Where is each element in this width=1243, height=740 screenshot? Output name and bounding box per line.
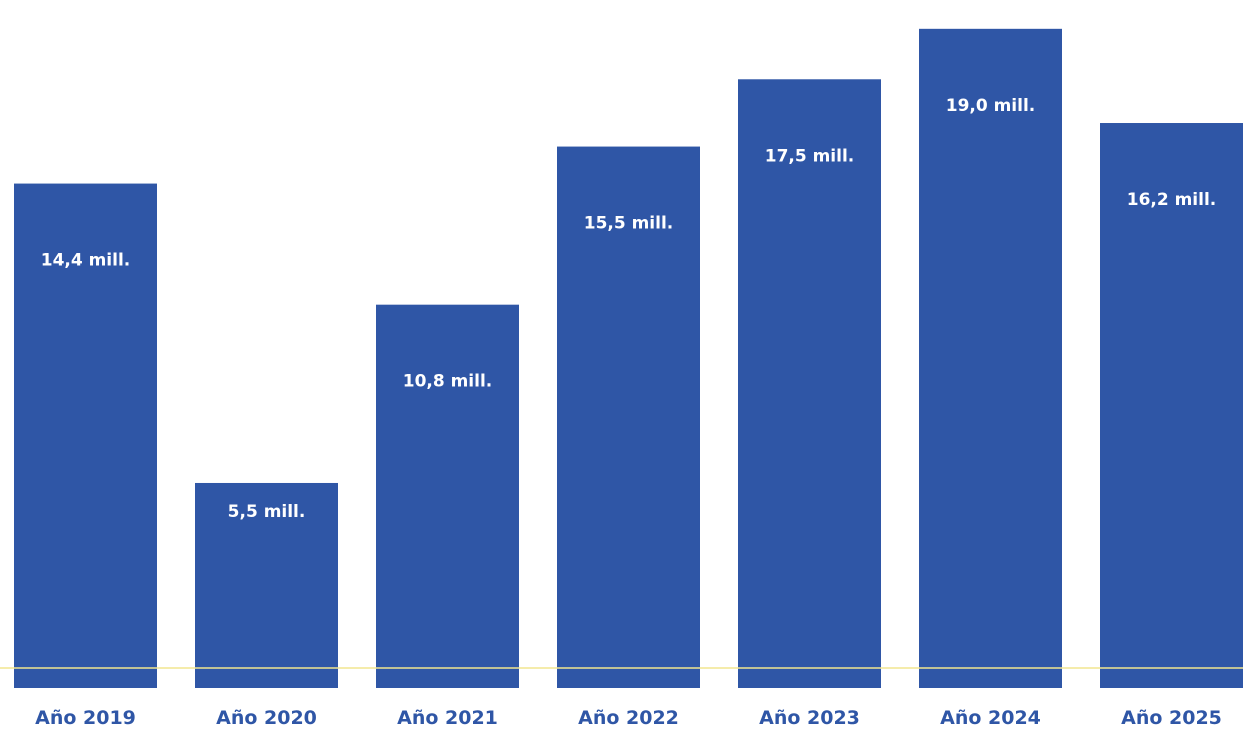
bar-2 bbox=[195, 482, 338, 688]
bar-value-label: 16,2 mill. bbox=[1127, 190, 1217, 210]
category-label: Año 2021 bbox=[397, 707, 498, 729]
bar-value-label: 14,4 mill. bbox=[41, 251, 131, 271]
category-label: Año 2023 bbox=[759, 707, 860, 729]
bar-5 bbox=[738, 79, 881, 689]
bar-value-label: 17,5 mill. bbox=[765, 146, 855, 166]
category-label: Año 2024 bbox=[940, 707, 1041, 729]
bar-value-label: 19,0 mill. bbox=[946, 96, 1036, 116]
bars-group bbox=[14, 28, 1243, 689]
bar-7 bbox=[1100, 123, 1243, 688]
bar-1 bbox=[14, 183, 157, 689]
bar-value-label: 15,5 mill. bbox=[584, 214, 674, 234]
category-label: Año 2025 bbox=[1121, 707, 1222, 729]
category-label: Año 2020 bbox=[216, 707, 317, 729]
bar-value-label: 5,5 mill. bbox=[228, 502, 306, 522]
category-label: Año 2019 bbox=[35, 707, 136, 729]
bar-labels-group: 14,4 mill. 5,5 mill. 10,8 mill. 15,5 mill. 1… bbox=[41, 96, 1217, 522]
bar-4 bbox=[557, 146, 700, 689]
bar-value-label: 10,8 mill. bbox=[403, 372, 493, 392]
bar-6 bbox=[919, 28, 1062, 689]
category-labels-group: Año 2019 Año 2020 Año 2021 Año 2022 Año 2023… bbox=[35, 707, 1222, 729]
bar-3 bbox=[376, 304, 519, 688]
category-label: Año 2022 bbox=[578, 707, 679, 729]
